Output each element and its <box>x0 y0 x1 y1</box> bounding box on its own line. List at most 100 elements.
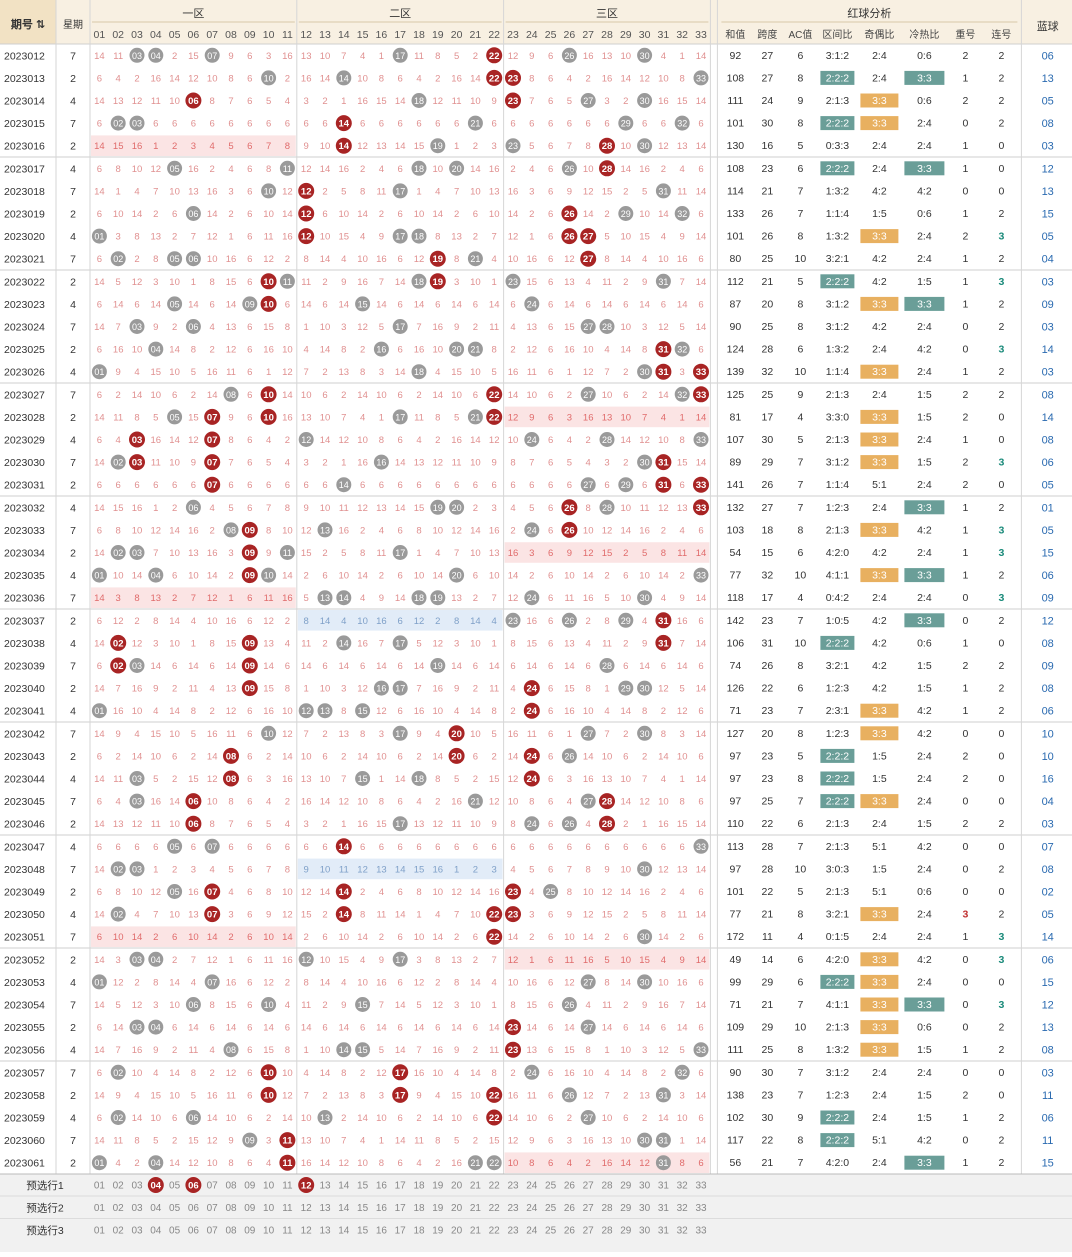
miss-count: 14 <box>395 910 406 921</box>
weekday: 4 <box>70 435 76 447</box>
miss-count: 16 <box>282 774 293 785</box>
gray-ball-number: 03 <box>132 774 142 784</box>
period-id: 2023017 <box>4 163 45 175</box>
miss-count: 8 <box>360 729 365 740</box>
analysis-value: 3:1:2 <box>826 50 850 62</box>
gray-ball <box>317 522 333 538</box>
miss-count: 5 <box>567 96 572 107</box>
miss-count: 15 <box>263 684 274 695</box>
miss-count: 11 <box>113 1136 123 1147</box>
miss-count: 16 <box>658 1000 669 1011</box>
weekday: 7 <box>70 389 76 401</box>
analysis-value: 2 <box>998 50 1004 62</box>
analysis-value: 3:3 <box>872 999 887 1011</box>
period-id: 2023021 <box>4 254 45 266</box>
miss-count: 8 <box>492 1068 497 1079</box>
miss-count: 10 <box>226 1113 237 1124</box>
predict-number: 29 <box>620 1226 632 1237</box>
miss-count: 6 <box>285 480 290 491</box>
analysis-value: 3:3 <box>917 298 932 310</box>
analysis-value: 2 <box>962 818 968 830</box>
miss-count: 16 <box>226 254 237 265</box>
analysis-value: 21 <box>762 999 774 1011</box>
analysis-value: 2 <box>998 253 1004 265</box>
miss-count: 2 <box>623 277 628 288</box>
miss-count: 5 <box>642 186 647 197</box>
analysis-value: 8 <box>797 524 803 536</box>
miss-count: 14 <box>621 254 632 265</box>
miss-count: 14 <box>94 141 105 152</box>
miss-count: 6 <box>322 661 327 672</box>
gray-ball-number: 12 <box>301 435 311 445</box>
gray-ball <box>411 228 427 244</box>
miss-count: 16 <box>583 51 594 62</box>
miss-count: 9 <box>529 412 534 423</box>
miss-count: 4 <box>266 435 271 446</box>
analysis-value: 21 <box>762 276 774 288</box>
gray-ball-number: 26 <box>564 51 574 61</box>
analysis-value: 74 <box>730 660 742 672</box>
analysis-value: 4:2 <box>872 276 887 288</box>
miss-count: 10 <box>602 751 613 762</box>
miss-count: 15 <box>677 96 688 107</box>
miss-count: 5 <box>492 367 497 378</box>
miss-count: 12 <box>357 322 368 333</box>
analysis-value: 2:4 <box>917 118 932 130</box>
miss-count: 6 <box>97 1113 102 1124</box>
analysis-value: 3:3 <box>872 118 887 130</box>
miss-count: 10 <box>451 1113 462 1124</box>
miss-count: 2 <box>604 571 609 582</box>
gray-ball <box>449 341 465 357</box>
gray-ball-number: 26 <box>564 819 574 829</box>
red-ball-number: 02 <box>113 638 124 649</box>
miss-count: 3 <box>604 458 609 469</box>
miss-count: 10 <box>414 932 425 943</box>
miss-count: 4 <box>454 706 459 717</box>
gray-ball <box>467 251 483 267</box>
miss-count: 12 <box>658 1045 669 1056</box>
miss-count: 5 <box>266 96 271 107</box>
period-id: 2023058 <box>4 1090 45 1102</box>
weekday: 2 <box>70 480 76 492</box>
miss-count: 14 <box>696 819 707 830</box>
analysis-value: 71 <box>730 999 742 1011</box>
miss-count: 6 <box>548 1113 553 1124</box>
analysis-value: 2:2:2 <box>826 750 850 762</box>
weekday: 4 <box>70 502 76 514</box>
miss-count: 13 <box>602 774 613 785</box>
miss-count: 11 <box>113 51 123 62</box>
period-id: 2023038 <box>4 638 45 650</box>
miss-count: 14 <box>395 503 406 514</box>
miss-count: 4 <box>228 164 233 175</box>
miss-count: 12 <box>357 684 368 695</box>
miss-count: 2 <box>210 525 215 536</box>
analysis-value: 0 <box>962 999 968 1011</box>
miss-count: 7 <box>153 186 158 197</box>
predict-number: 31 <box>658 1203 670 1214</box>
miss-count: 13 <box>451 955 462 966</box>
miss-count: 12 <box>339 1158 350 1169</box>
miss-count: 13 <box>301 1136 312 1147</box>
analysis-value: 22 <box>762 818 774 830</box>
miss-count: 16 <box>508 1090 519 1101</box>
miss-count: 3 <box>492 503 497 514</box>
miss-count: 15 <box>451 1090 462 1101</box>
miss-count: 16 <box>451 73 462 84</box>
miss-count: 13 <box>489 186 500 197</box>
miss-count: 10 <box>621 51 632 62</box>
miss-count: 5 <box>266 458 271 469</box>
miss-count: 2 <box>191 751 196 762</box>
predict-row-label: 预选行2 <box>26 1202 63 1215</box>
red-ball <box>335 137 352 154</box>
gray-ball-number: 23 <box>508 141 518 151</box>
gray-ball <box>110 454 126 470</box>
gray-ball <box>336 70 352 86</box>
red-ball <box>561 499 578 516</box>
analysis-value: 2:4 <box>917 976 932 988</box>
miss-count: 6 <box>247 887 252 898</box>
miss-count: 8 <box>379 797 384 808</box>
miss-count: 9 <box>304 864 309 875</box>
miss-count: 6 <box>97 797 102 808</box>
analysis-value: 1:1:4 <box>826 479 850 491</box>
miss-count: 14 <box>433 1113 444 1124</box>
